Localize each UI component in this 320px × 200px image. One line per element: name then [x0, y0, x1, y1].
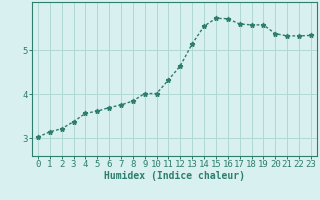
X-axis label: Humidex (Indice chaleur): Humidex (Indice chaleur) [104, 171, 245, 181]
